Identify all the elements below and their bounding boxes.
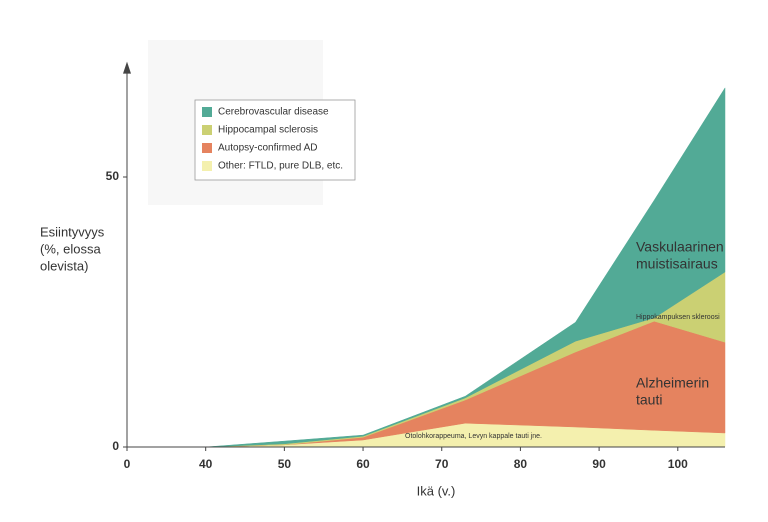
x-tick-label: 70 xyxy=(435,457,449,471)
x-tick-label: 50 xyxy=(278,457,292,471)
x-tick-label: 90 xyxy=(592,457,606,471)
x-tick-label: 100 xyxy=(668,457,688,471)
legend-swatch xyxy=(202,143,212,153)
y-axis-label: (%, elossa xyxy=(40,241,101,256)
y-tick-label: 0 xyxy=(112,439,119,453)
x-tick-label: 80 xyxy=(514,457,528,471)
legend-swatch xyxy=(202,107,212,117)
legend-label: Hippocampal sclerosis xyxy=(218,125,318,136)
legend-label: Autopsy-confirmed AD xyxy=(218,143,318,154)
legend-box xyxy=(194,99,356,181)
legend-label: Other: FTLD, pure DLB, etc. xyxy=(218,161,343,172)
annotation: Hippokampuksen skleroosi xyxy=(636,314,720,321)
y-axis-label: olevista) xyxy=(40,258,88,273)
annotation: Alzheimerin xyxy=(636,375,709,391)
annotation: Otolohkorappeuma, Levyn kappale tauti jn… xyxy=(405,433,542,440)
area xyxy=(205,87,726,448)
legend-label: Cerebrovascular disease xyxy=(218,107,329,118)
annotation: tauti xyxy=(636,392,662,408)
x-tick-label: 0 xyxy=(124,457,131,471)
x-axis-label: Ikä (v.) xyxy=(417,483,456,498)
y-tick-label: 50 xyxy=(106,169,120,183)
x-tick-label: 60 xyxy=(356,457,370,471)
x-tick-label: 40 xyxy=(199,457,213,471)
y-axis-arrow xyxy=(123,61,131,74)
legend-swatch xyxy=(202,125,212,135)
legend-swatch xyxy=(202,161,212,171)
legend: Cerebrovascular disease Hippocampal scler… xyxy=(194,99,356,181)
annotation: Vaskulaarinen xyxy=(636,239,724,255)
annotation: muistisairaus xyxy=(636,256,718,272)
y-axis-label: Esiintyvyys xyxy=(40,224,105,239)
